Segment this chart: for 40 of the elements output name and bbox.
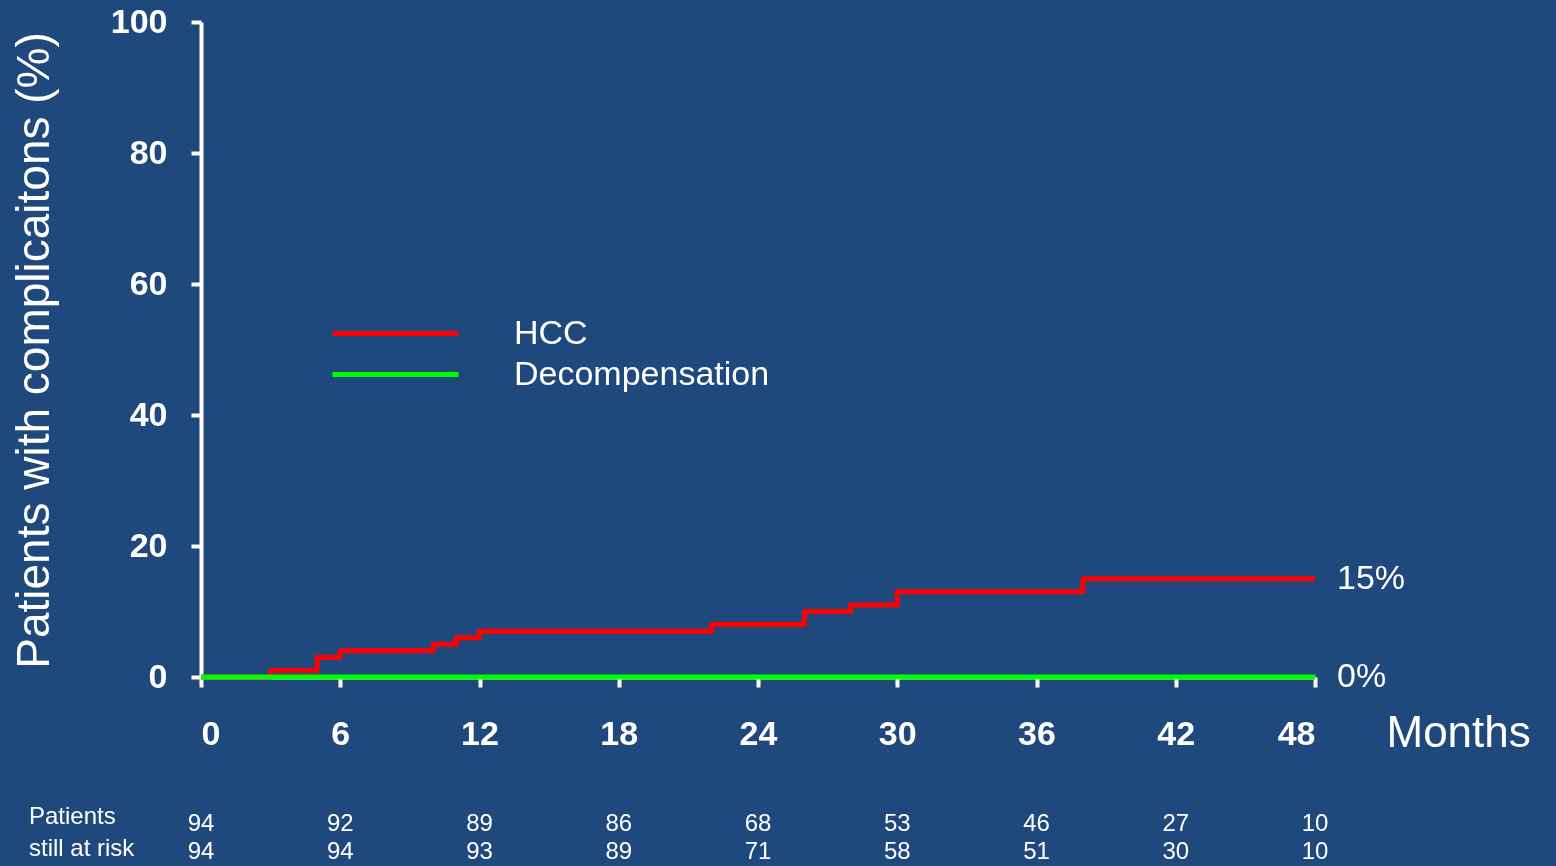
y-tick-label: 20 bbox=[129, 525, 168, 564]
x-tick-label: 48 bbox=[1277, 713, 1316, 752]
text: 89 bbox=[466, 809, 493, 836]
x-tick-label: 36 bbox=[1018, 713, 1056, 752]
text: 86 bbox=[605, 809, 633, 836]
y-tick-label: 60 bbox=[129, 263, 168, 302]
x-tick-label: 24 bbox=[739, 713, 778, 752]
x-tick-label: 30 bbox=[878, 713, 917, 752]
text: 89 bbox=[605, 837, 633, 864]
x-tick-label: 6 bbox=[331, 713, 351, 752]
text: 10 bbox=[1301, 809, 1329, 836]
y-tick-label: 40 bbox=[129, 394, 168, 433]
x-tick-label: 0 bbox=[201, 713, 221, 752]
legend-label: HCC bbox=[514, 312, 588, 351]
text: 94 bbox=[187, 837, 215, 864]
text: 92 bbox=[326, 809, 354, 836]
text: 46 bbox=[1023, 809, 1050, 836]
text: 51 bbox=[1023, 837, 1050, 864]
text: 68 bbox=[744, 809, 772, 836]
text: 58 bbox=[883, 837, 911, 864]
x-tick-label: 12 bbox=[461, 713, 499, 752]
text: 93 bbox=[466, 837, 493, 864]
text: 53 bbox=[883, 809, 911, 836]
x-tick-label: 18 bbox=[600, 713, 639, 752]
y-axis-title: Patients with complicaitons (%) bbox=[6, 32, 59, 669]
text: 10 bbox=[1301, 837, 1329, 864]
text: 94 bbox=[187, 809, 215, 836]
text: 71 bbox=[744, 837, 772, 864]
x-axis-title: Months bbox=[1386, 706, 1531, 756]
y-tick-label: 100 bbox=[110, 1, 168, 40]
text: 30 bbox=[1162, 837, 1190, 864]
text: 27 bbox=[1162, 809, 1190, 836]
y-tick-label: 0 bbox=[148, 656, 168, 695]
annotation: 0% bbox=[1337, 656, 1387, 694]
text: 94 bbox=[326, 837, 354, 864]
y-tick-label: 80 bbox=[129, 132, 168, 171]
text: Patients still at risk bbox=[29, 802, 136, 861]
annotation: 15% bbox=[1337, 557, 1406, 596]
legend-label: Decompensation bbox=[514, 353, 770, 392]
x-tick-label: 42 bbox=[1157, 713, 1196, 752]
